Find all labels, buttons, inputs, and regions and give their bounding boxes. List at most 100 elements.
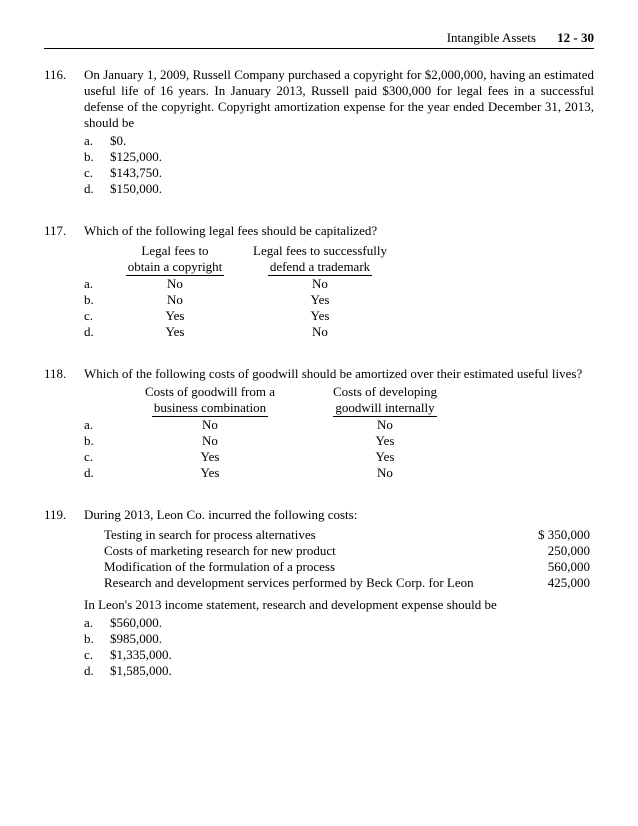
question-content: On January 1, 2009, Russell Company purc…	[84, 67, 594, 197]
option-b: b.$125,000.	[84, 149, 594, 165]
option-letter: b.	[84, 292, 110, 308]
question-number: 119.	[44, 507, 84, 523]
question-text: On January 1, 2009, Russell Company purc…	[84, 67, 594, 131]
question-116: 116. On January 1, 2009, Russell Company…	[44, 67, 594, 197]
cell-value: Yes	[240, 292, 400, 308]
cell-value: No	[310, 465, 460, 481]
cell-value: No	[110, 433, 310, 449]
header-page-number: 12 - 30	[557, 30, 594, 45]
options-list: a.$0. b.$125,000. c.$143,750. d.$150,000…	[84, 133, 594, 197]
page-content: Intangible Assets 12 - 30 116. On Januar…	[0, 0, 638, 735]
cost-desc: Testing in search for process alternativ…	[84, 527, 316, 543]
question-text: Which of the following legal fees should…	[84, 223, 594, 239]
cell-value: No	[110, 292, 240, 308]
column-header-1: Costs of goodwill from a business combin…	[110, 384, 310, 417]
option-value: $125,000.	[110, 149, 594, 165]
option-letter: d.	[84, 324, 110, 340]
table-row: c.YesYes	[84, 449, 460, 465]
empty-cell	[84, 384, 110, 417]
cell-value: No	[240, 324, 400, 340]
header-title: Intangible Assets	[447, 30, 536, 45]
cell-value: No	[310, 417, 460, 433]
option-value: $1,585,000.	[110, 663, 594, 679]
table-row: a.NoNo	[84, 417, 460, 433]
cost-row: Testing in search for process alternativ…	[84, 527, 594, 543]
empty-cell	[84, 243, 110, 276]
col1-line1: Legal fees to	[141, 243, 208, 258]
question-content: Which of the following legal fees should…	[84, 223, 594, 340]
option-letter: b.	[84, 433, 110, 449]
option-c: c.$1,335,000.	[84, 647, 594, 663]
option-a: a.$0.	[84, 133, 594, 149]
cell-value: Yes	[240, 308, 400, 324]
cost-list: Testing in search for process alternativ…	[84, 527, 594, 591]
question-text-2: In Leon's 2013 income statement, researc…	[84, 597, 594, 613]
table-row: a.NoNo	[84, 276, 400, 292]
column-header-2: Legal fees to successfully defend a trad…	[240, 243, 400, 276]
option-letter: a.	[84, 133, 110, 149]
cell-value: Yes	[110, 465, 310, 481]
option-letter: d.	[84, 663, 110, 679]
question-text: During 2013, Leon Co. incurred the follo…	[84, 507, 594, 523]
table-row: b.NoYes	[84, 292, 400, 308]
col2-line2: goodwill internally	[333, 400, 436, 417]
table-row: c.YesYes	[84, 308, 400, 324]
cell-value: Yes	[110, 308, 240, 324]
option-value: $0.	[110, 133, 594, 149]
cost-amount: 560,000	[510, 559, 594, 575]
table-header-row: Costs of goodwill from a business combin…	[84, 384, 460, 417]
question-number: 117.	[44, 223, 84, 239]
column-header-1: Legal fees to obtain a copyright	[110, 243, 240, 276]
column-header-2: Costs of developing goodwill internally	[310, 384, 460, 417]
option-letter: c.	[84, 647, 110, 663]
option-value: $150,000.	[110, 181, 594, 197]
col1-line2: obtain a copyright	[126, 259, 225, 276]
col1-line2: business combination	[152, 400, 268, 417]
cell-value: Yes	[310, 433, 460, 449]
question-119: 119. During 2013, Leon Co. incurred the …	[44, 507, 594, 679]
option-letter: c.	[84, 308, 110, 324]
question-117: 117. Which of the following legal fees s…	[44, 223, 594, 340]
col2-line2: defend a trademark	[268, 259, 372, 276]
cost-row: Modification of the formulation of a pro…	[84, 559, 594, 575]
cost-desc: Costs of marketing research for new prod…	[84, 543, 336, 559]
page-header: Intangible Assets 12 - 30	[44, 30, 594, 49]
cell-value: No	[240, 276, 400, 292]
option-a: a.$560,000.	[84, 615, 594, 631]
cost-amount: 425,000	[510, 575, 594, 591]
cell-value: No	[110, 417, 310, 433]
table-header-row: Legal fees to obtain a copyright Legal f…	[84, 243, 400, 276]
table-row: d.YesNo	[84, 324, 400, 340]
cost-amount: 250,000	[510, 543, 594, 559]
options-list: a.$560,000. b.$985,000. c.$1,335,000. d.…	[84, 615, 594, 679]
option-value: $560,000.	[110, 615, 594, 631]
cost-row: Research and development services perfor…	[84, 575, 594, 591]
question-number: 118.	[44, 366, 84, 382]
option-letter: d.	[84, 465, 110, 481]
col1-line1: Costs of goodwill from a	[145, 384, 275, 399]
option-letter: d.	[84, 181, 110, 197]
cost-row: Costs of marketing research for new prod…	[84, 543, 594, 559]
cost-desc: Research and development services perfor…	[84, 575, 474, 591]
option-letter: c.	[84, 165, 110, 181]
question-text: Which of the following costs of goodwill…	[84, 366, 594, 382]
option-value: $985,000.	[110, 631, 594, 647]
options-table: Costs of goodwill from a business combin…	[84, 384, 460, 481]
col2-line1: Legal fees to successfully	[253, 243, 387, 258]
option-c: c.$143,750.	[84, 165, 594, 181]
table-row: d.YesNo	[84, 465, 460, 481]
table-row: b.NoYes	[84, 433, 460, 449]
col2-line1: Costs of developing	[333, 384, 437, 399]
option-letter: a.	[84, 615, 110, 631]
option-letter: b.	[84, 149, 110, 165]
question-content: Which of the following costs of goodwill…	[84, 366, 594, 481]
cell-value: Yes	[110, 324, 240, 340]
question-number: 116.	[44, 67, 84, 83]
option-value: $143,750.	[110, 165, 594, 181]
cost-desc: Modification of the formulation of a pro…	[84, 559, 335, 575]
option-letter: b.	[84, 631, 110, 647]
options-table: Legal fees to obtain a copyright Legal f…	[84, 243, 400, 340]
option-letter: c.	[84, 449, 110, 465]
option-value: $1,335,000.	[110, 647, 594, 663]
question-content: During 2013, Leon Co. incurred the follo…	[84, 507, 594, 679]
